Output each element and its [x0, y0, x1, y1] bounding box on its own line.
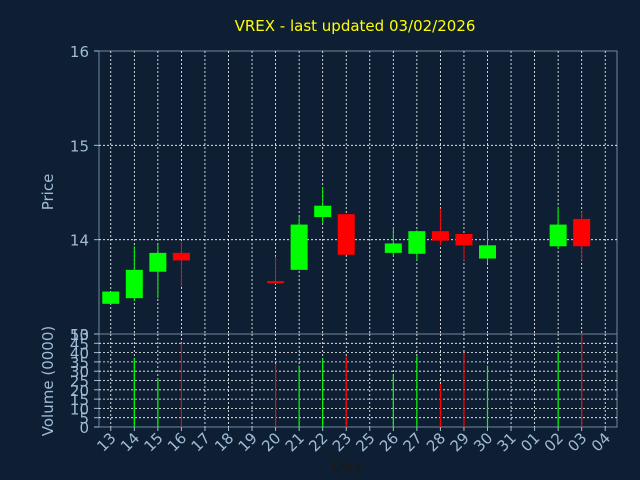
- day-tick-labels: 1314151617181920212223252627282930310102…: [93, 427, 614, 455]
- candle-body: [125, 269, 143, 299]
- day-tick-label: 22: [305, 429, 331, 455]
- day-axis-label: Day: [332, 457, 362, 475]
- candle-body: [455, 234, 473, 246]
- day-tick-label: 04: [588, 429, 614, 455]
- price-tick-label: 14: [70, 232, 89, 250]
- price-tick-label: 13: [70, 326, 89, 344]
- volume-tick-label: 45: [70, 335, 89, 353]
- chart-title: VREX - last updated 03/02/2026: [235, 17, 476, 35]
- candle-body: [102, 291, 120, 304]
- price-plot-frame: [98, 50, 618, 335]
- price-panel: 13 14 15 16: [70, 43, 618, 344]
- volume-tick-label: 50: [70, 326, 89, 344]
- candle-body: [314, 205, 332, 218]
- volume-tick-label: 10: [70, 400, 89, 418]
- day-tick-label: 02: [541, 429, 567, 455]
- price-tick-label: 15: [70, 137, 89, 155]
- candle-body: [290, 224, 308, 270]
- day-tick-label: 19: [235, 429, 261, 455]
- candle-body: [573, 218, 591, 247]
- day-tick-label: 30: [470, 429, 496, 455]
- day-tick-label: 21: [282, 429, 308, 455]
- volume-tick-label: 5: [79, 410, 89, 428]
- day-tick-label: 01: [517, 429, 543, 455]
- candle-body: [149, 252, 167, 272]
- candle-body: [337, 214, 355, 255]
- volume-tick-label: 40: [70, 345, 89, 363]
- price-axis-label: Price: [39, 174, 57, 211]
- day-tick-label: 26: [376, 429, 402, 455]
- day-tick-label: 27: [399, 429, 425, 455]
- volume-tick-label: 30: [70, 363, 89, 381]
- candle-body: [384, 243, 402, 253]
- day-tick-label: 13: [93, 429, 119, 455]
- price-tick-label: 16: [70, 43, 89, 61]
- day-tick-label: 28: [423, 429, 449, 455]
- volume-tick-label: 0: [79, 419, 89, 437]
- candle-body: [267, 281, 285, 284]
- day-tick-label: 16: [164, 429, 190, 455]
- volume-tick-label: 20: [70, 382, 89, 400]
- volume-tick-label: 15: [70, 391, 89, 409]
- day-tick-label: 29: [447, 429, 473, 455]
- volume-axis-label: Volume (0000): [39, 326, 57, 436]
- candle-body: [549, 224, 567, 247]
- day-tick-label: 20: [258, 429, 284, 455]
- candle-body: [479, 245, 496, 259]
- volume-tick-label: 25: [70, 373, 89, 391]
- day-tick-label: 15: [140, 429, 166, 455]
- candle-body: [172, 252, 190, 261]
- day-tick-label: 31: [494, 429, 520, 455]
- day-tick-label: 17: [188, 429, 214, 455]
- candle-body: [408, 231, 426, 254]
- day-tick-label: 18: [211, 429, 237, 455]
- candle-body: [431, 231, 449, 241]
- volume-tick-label: 35: [70, 354, 89, 372]
- day-tick-label: 25: [352, 429, 378, 455]
- day-tick-label: 14: [117, 429, 143, 455]
- day-tick-label: 23: [329, 429, 355, 455]
- day-tick-label: 03: [564, 429, 590, 455]
